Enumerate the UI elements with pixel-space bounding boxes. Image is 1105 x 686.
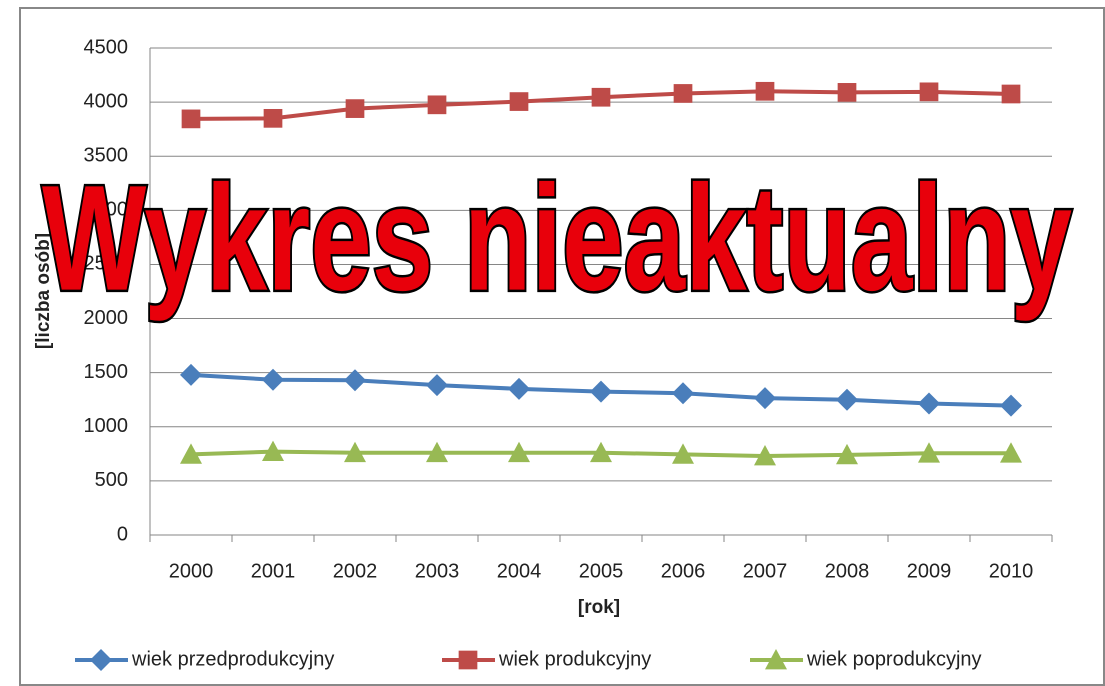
marker [344, 369, 366, 392]
marker [673, 84, 693, 103]
x-tick-label: 2000 [169, 560, 214, 582]
marker [262, 440, 284, 462]
marker [836, 388, 858, 411]
x-tick-label: 2007 [743, 560, 788, 582]
marker [508, 377, 530, 400]
chart-frame [19, 7, 1105, 686]
x-axis-title: [rok] [578, 597, 620, 618]
marker [1000, 442, 1022, 463]
y-tick-label: 3000 [84, 199, 129, 221]
marker [426, 441, 448, 463]
x-tick-label: 2006 [661, 560, 706, 582]
marker [918, 442, 940, 463]
y-tick-label: 1500 [84, 361, 129, 383]
marker [590, 380, 612, 403]
marker [836, 443, 858, 465]
y-tick-label: 500 [95, 469, 128, 491]
overlay-annotation: Wykres nieaktualny [42, 154, 1072, 322]
marker [590, 441, 612, 463]
marker [181, 109, 201, 129]
x-tick-label: 2010 [989, 560, 1034, 582]
legend-label: wiek produkcyjny [498, 648, 651, 670]
x-tick-label: 2003 [415, 560, 460, 582]
legend-label: wiek przedprodukcyjny [131, 648, 334, 670]
y-axis-title: [liczba osób] [33, 233, 54, 349]
marker [344, 441, 366, 463]
marker [263, 108, 283, 128]
x-tick-label: 2009 [907, 560, 952, 582]
marker [508, 441, 530, 463]
marker [837, 83, 857, 102]
marker [754, 444, 776, 466]
marker [262, 368, 284, 391]
y-tick-label: 3500 [84, 145, 129, 167]
marker [345, 99, 365, 118]
marker [754, 387, 776, 410]
y-tick-label: 4000 [84, 90, 129, 112]
marker [755, 81, 775, 101]
y-tick-label: 2000 [84, 307, 129, 329]
x-tick-label: 2004 [497, 560, 542, 582]
marker [919, 82, 939, 102]
marker [918, 392, 940, 415]
y-tick-label: 0 [117, 523, 128, 545]
y-tick-label: 1000 [84, 415, 129, 437]
legend-marker [458, 650, 478, 670]
y-tick-label: 2500 [84, 253, 129, 275]
marker [427, 95, 447, 115]
legend-marker [90, 649, 112, 671]
marker [180, 363, 202, 386]
legend-marker [765, 649, 787, 670]
marker [1000, 394, 1022, 417]
marker [1001, 84, 1021, 104]
x-tick-label: 2002 [333, 560, 378, 582]
y-tick-label: 4500 [84, 36, 129, 58]
marker [180, 443, 202, 464]
marker [672, 382, 694, 405]
x-tick-label: 2001 [251, 560, 296, 582]
legend-label: wiek poprodukcyjny [806, 648, 982, 670]
marker [672, 443, 694, 464]
x-tick-label: 2005 [579, 560, 624, 582]
marker [426, 374, 448, 397]
x-tick-label: 2008 [825, 560, 870, 582]
marker [591, 87, 611, 107]
marker [509, 92, 529, 111]
